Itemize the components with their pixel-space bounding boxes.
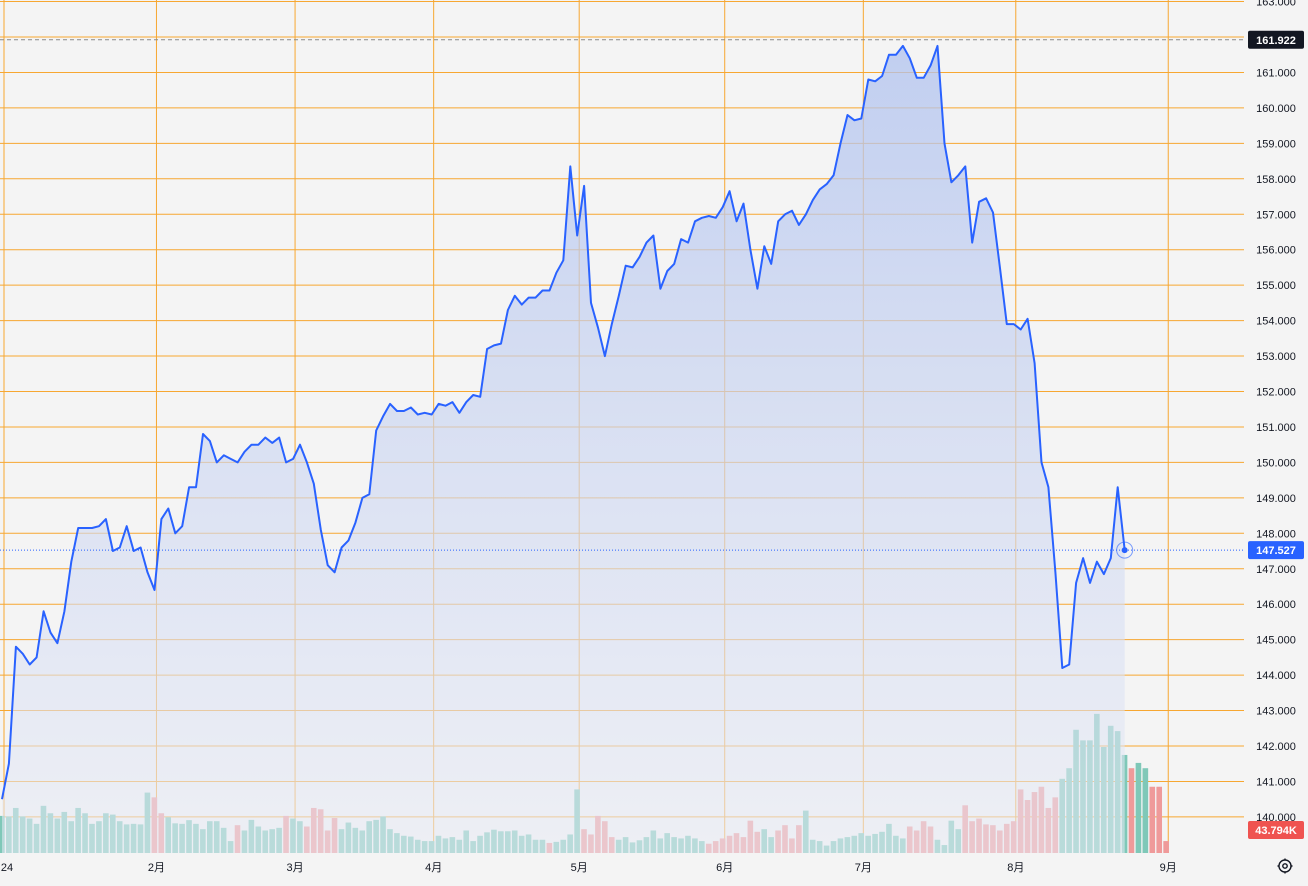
x-tick-label: 6月 bbox=[716, 862, 733, 874]
y-tick-label: 159.000 bbox=[1256, 138, 1296, 150]
last-price-label: 147.527 bbox=[1256, 545, 1296, 557]
y-tick-label: 141.000 bbox=[1256, 776, 1296, 788]
y-tick-label: 144.000 bbox=[1256, 670, 1296, 682]
y-axis[interactable]: 140.000 141.000 142.000 143.000 144.000 145.0… bbox=[1256, 0, 1296, 824]
volume-bar bbox=[1142, 768, 1149, 853]
volume-bar bbox=[1128, 768, 1135, 853]
x-tick-label: 5月 bbox=[571, 862, 588, 874]
x-tick-label: 2月 bbox=[148, 862, 165, 874]
settings-icon[interactable] bbox=[1276, 857, 1294, 875]
last-point-dot bbox=[1121, 547, 1128, 554]
price-line bbox=[1, 44, 1126, 800]
y-tick-label: 157.000 bbox=[1256, 209, 1296, 221]
x-tick-label: 9月 bbox=[1160, 862, 1177, 874]
y-tick-label: 146.000 bbox=[1256, 599, 1296, 611]
y-tick-label: 145.000 bbox=[1256, 635, 1296, 647]
y-tick-label: 142.000 bbox=[1256, 741, 1296, 753]
volume-bar bbox=[1149, 786, 1156, 853]
y-tick-label: 148.000 bbox=[1256, 528, 1296, 540]
price-area-fill bbox=[2, 45, 1125, 853]
price-area bbox=[1, 44, 1126, 853]
x-tick-label: 4月 bbox=[425, 862, 442, 874]
y-tick-label: 150.000 bbox=[1256, 457, 1296, 469]
x-axis[interactable]: 24 2月 3月 4月 5月 6月 7月 8月 9月 bbox=[1, 862, 1177, 874]
y-tick-label: 161.000 bbox=[1256, 67, 1296, 79]
y-tick-label: 154.000 bbox=[1256, 316, 1296, 328]
y-tick-label: 158.000 bbox=[1256, 174, 1296, 186]
reference-line bbox=[0, 39, 1244, 559]
x-tick-label: 7月 bbox=[855, 862, 872, 874]
x-tick-label: 8月 bbox=[1007, 862, 1024, 874]
y-tick-label: 143.000 bbox=[1256, 706, 1296, 718]
y-tick-label: 153.000 bbox=[1256, 351, 1296, 363]
volume-last-badge: 43.794K bbox=[1248, 821, 1304, 839]
y-tick-label: 149.000 bbox=[1256, 493, 1296, 505]
reference-price-badge: 161.922 bbox=[1248, 30, 1304, 49]
y-tick-label: 160.000 bbox=[1256, 103, 1296, 115]
y-tick-label: 156.000 bbox=[1256, 245, 1296, 257]
y-tick-label: 147.000 bbox=[1256, 564, 1296, 576]
y-tick-label: 140.000 bbox=[1256, 812, 1296, 824]
y-tick-label: 151.000 bbox=[1256, 422, 1296, 434]
y-tick-label: 155.000 bbox=[1256, 280, 1296, 292]
volume-last-label: 43.794K bbox=[1255, 825, 1297, 837]
y-tick-label: 152.000 bbox=[1256, 387, 1296, 399]
x-tick-label: 3月 bbox=[286, 862, 303, 874]
last-price-badge: 147.527 bbox=[1248, 541, 1304, 560]
volume-bar bbox=[1135, 762, 1142, 853]
x-tick-label: 24 bbox=[1, 862, 13, 874]
volume-bar bbox=[1163, 841, 1169, 853]
y-tick-label: 163.000 bbox=[1256, 0, 1296, 9]
volume-bar bbox=[1156, 786, 1163, 853]
reference-price-label: 161.922 bbox=[1256, 35, 1296, 47]
last-point-ring bbox=[1116, 541, 1134, 559]
